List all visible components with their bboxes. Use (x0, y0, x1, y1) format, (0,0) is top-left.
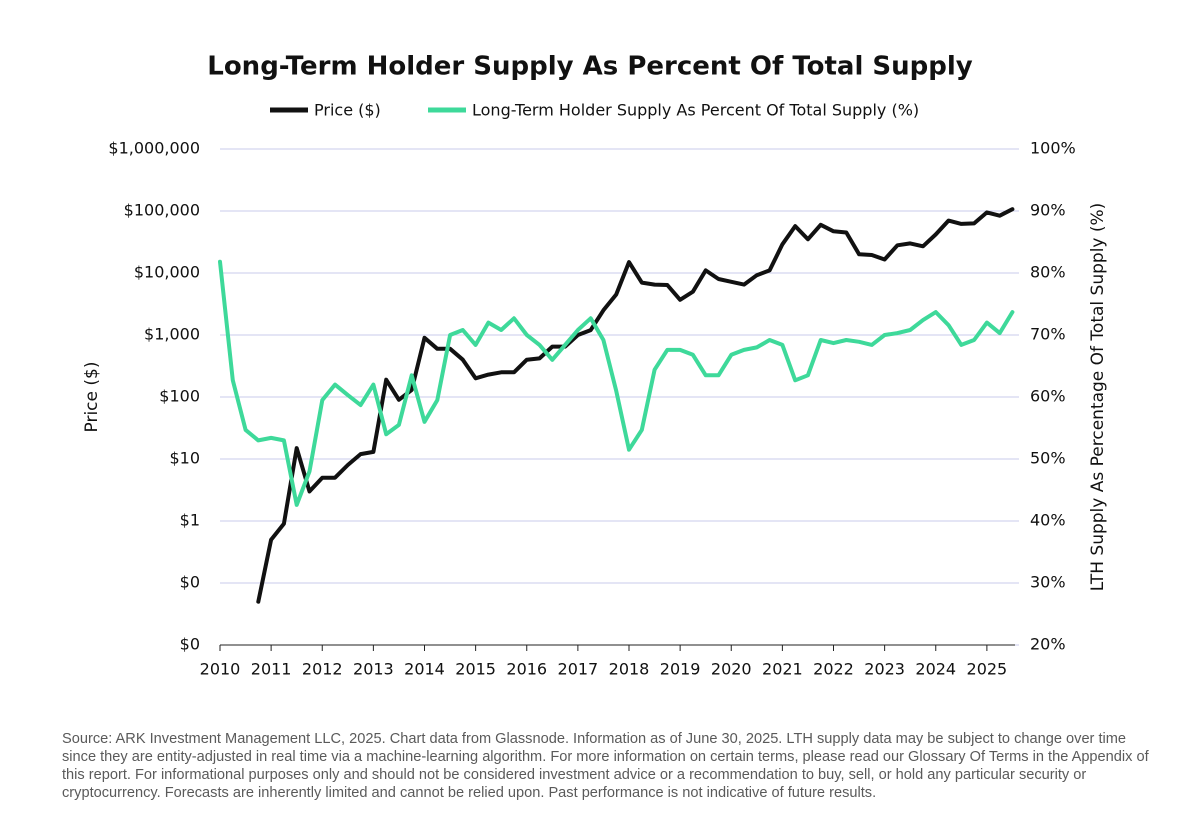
x-tick-label: 2018 (609, 660, 650, 679)
legend-label: Long-Term Holder Supply As Percent Of To… (472, 101, 919, 120)
series-line (218, 259, 1015, 507)
y-tick-label: $1,000 (144, 325, 200, 344)
x-tick-label: 2013 (353, 660, 394, 679)
y2-tick-label: 20% (1030, 635, 1066, 654)
footnote: Source: ARK Investment Management LLC, 2… (62, 731, 1149, 801)
y-tick-label: $100,000 (124, 201, 200, 220)
x-tick-label: 2012 (302, 660, 343, 679)
y2-tick-label: 90% (1030, 201, 1066, 220)
y-tick-label: $0 (180, 573, 200, 592)
y-tick-label: $0 (180, 635, 200, 654)
y2-axis-title: LTH Supply As Percentage Of Total Supply… (1088, 203, 1108, 592)
y2-tick-label: 40% (1030, 511, 1066, 530)
x-tick-label: 2021 (762, 660, 803, 679)
y2-tick-label: 30% (1030, 573, 1066, 592)
series-line (256, 207, 1015, 604)
x-tick-label: 2015 (455, 660, 496, 679)
y-tick-label: $1,000,000 (108, 139, 200, 158)
y2-tick-label: 50% (1030, 449, 1066, 468)
y2-tick-label: 60% (1030, 387, 1066, 406)
y-axis-title: Price ($) (82, 362, 102, 433)
chart-title: Long-Term Holder Supply As Percent Of To… (207, 52, 973, 82)
x-tick-label: 2022 (813, 660, 854, 679)
x-tick-label: 2025 (967, 660, 1008, 679)
x-tick-label: 2019 (660, 660, 701, 679)
y2-tick-label: 80% (1030, 263, 1066, 282)
y-tick-label: $10 (169, 449, 200, 468)
y-tick-label: $10,000 (134, 263, 200, 282)
y2-tick-label: 100% (1030, 139, 1076, 158)
x-tick-label: 2011 (251, 660, 292, 679)
x-tick-label: 2010 (200, 660, 241, 679)
x-tick-label: 2016 (506, 660, 547, 679)
y2-tick-label: 70% (1030, 325, 1066, 344)
legend-label: Price ($) (314, 101, 381, 120)
x-tick-label: 2014 (404, 660, 445, 679)
x-tick-label: 2023 (864, 660, 905, 679)
y-tick-label: $100 (159, 387, 200, 406)
x-tick-label: 2024 (915, 660, 956, 679)
chart: Long-Term Holder Supply As Percent Of To… (82, 52, 1108, 679)
y-tick-label: $1 (180, 511, 200, 530)
x-tick-label: 2017 (558, 660, 599, 679)
x-tick-label: 2020 (711, 660, 752, 679)
